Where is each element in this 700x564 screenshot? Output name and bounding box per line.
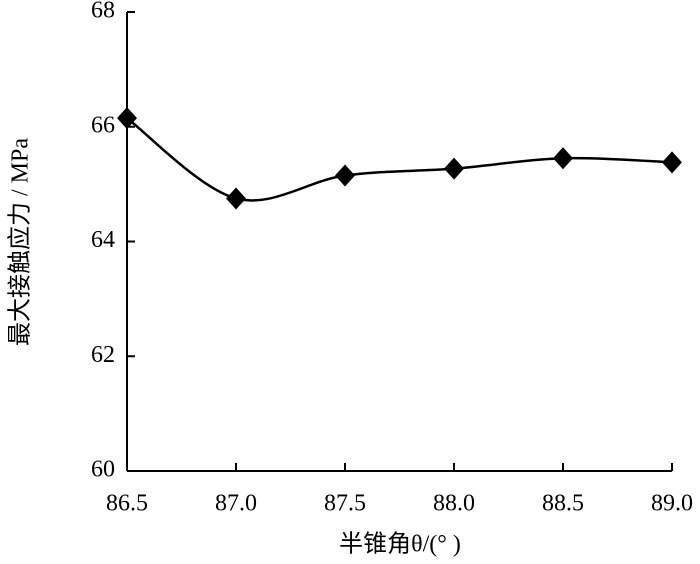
y-tick-label: 64 [91,227,115,253]
x-tick-label: 86.5 [106,491,148,517]
x-tick-label: 88.5 [542,491,584,517]
y-tick-label: 66 [91,112,115,138]
marker [553,147,573,170]
marker [335,164,355,187]
marker [117,107,137,130]
x-axis-title: 半锥角θ/(° ) [339,531,461,558]
marker [444,157,464,180]
x-tick-label: 87.0 [215,491,257,517]
marker [226,187,246,210]
y-tick-label: 60 [91,457,115,483]
series-line [126,117,673,202]
y-tick-label: 68 [91,0,115,24]
marker [662,151,682,174]
x-tick-label: 87.5 [324,491,366,517]
x-tick-label: 89.0 [651,491,693,517]
x-tick-label: 88.0 [433,491,475,517]
y-axis-title: 最大接触应力 / MPa [7,138,34,346]
y-tick-label: 62 [91,342,115,368]
